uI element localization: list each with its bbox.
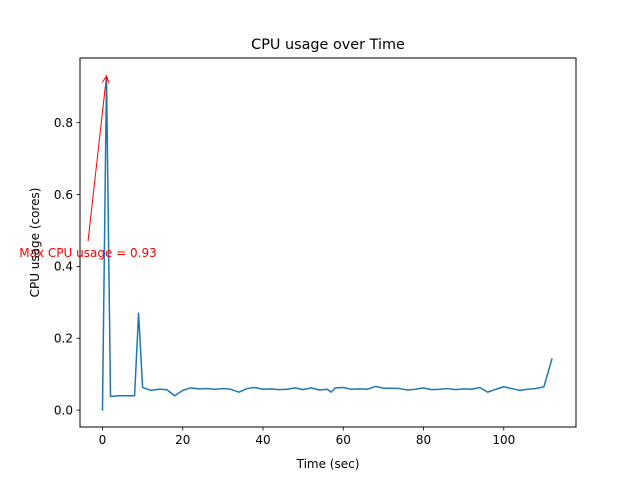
y-tick-label: 0.4 — [54, 260, 73, 274]
plot-area — [80, 58, 576, 427]
x-tick-label: 80 — [416, 433, 431, 447]
y-tick-label: 0.8 — [54, 116, 73, 130]
x-tick-label: 0 — [99, 433, 107, 447]
y-tick-label: 0.0 — [54, 403, 73, 417]
y-axis-label: CPU usage (cores) — [28, 188, 42, 298]
y-axis-ticks: 0.0 0.2 0.4 0.6 0.8 — [54, 116, 80, 417]
x-tick-label: 40 — [255, 433, 270, 447]
annotation-label: Max CPU usage = 0.93 — [19, 246, 156, 260]
y-tick-label: 0.2 — [54, 332, 73, 346]
chart-title: CPU usage over Time — [251, 37, 405, 53]
x-axis-ticks: 0 20 40 60 80 100 — [99, 427, 515, 447]
annotation-arrow-shaft — [87, 75, 107, 242]
x-axis-label: Time (sec) — [296, 457, 360, 471]
annotation-layer: Max CPU usage = 0.93 — [19, 74, 157, 260]
x-tick-label: 60 — [336, 433, 351, 447]
y-tick-label: 0.6 — [54, 188, 73, 202]
x-tick-label: 100 — [492, 433, 515, 447]
series-line-0 — [101, 75, 553, 411]
x-tick-label: 20 — [175, 433, 190, 447]
annotation-arrow-head — [101, 74, 110, 84]
plot-frame — [79, 57, 577, 428]
series-layer — [101, 75, 553, 411]
